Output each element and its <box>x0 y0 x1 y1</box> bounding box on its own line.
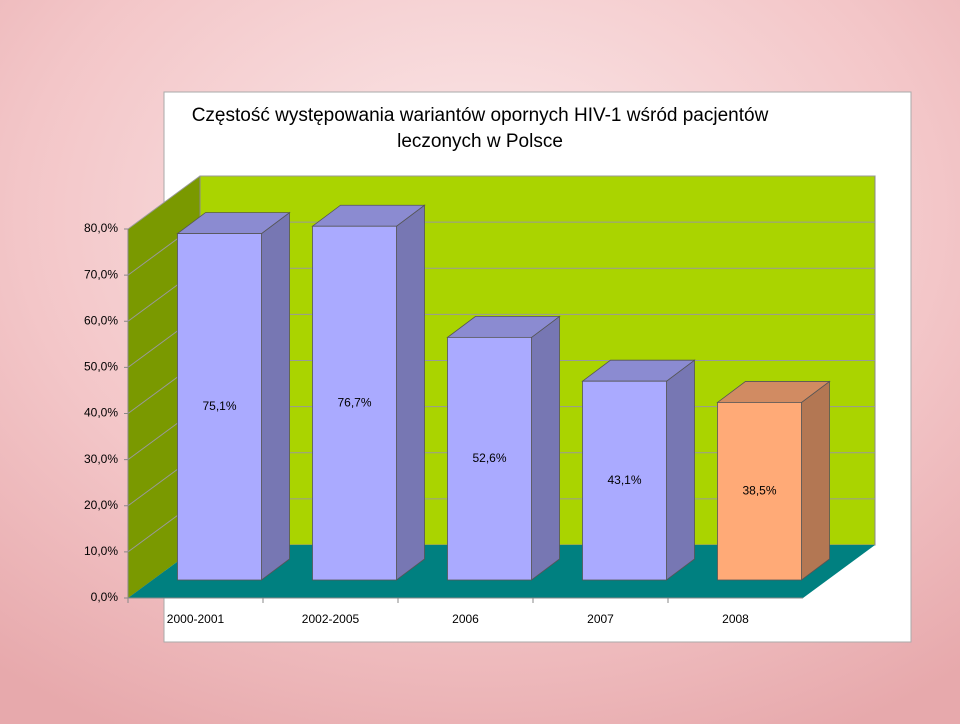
y-tick-label: 10,0% <box>84 544 118 558</box>
y-tick-label: 70,0% <box>84 267 118 281</box>
grid-line <box>127 175 875 230</box>
value-label: 52,6% <box>472 451 506 465</box>
bar <box>312 225 397 581</box>
x-tick-label: 2000-2001 <box>167 612 225 626</box>
x-tick-label: 2006 <box>452 612 479 626</box>
bar <box>717 402 802 581</box>
bar-side <box>261 211 290 581</box>
x-tick-label: 2007 <box>587 612 614 626</box>
y-tick-label: 50,0% <box>84 360 118 374</box>
y-tick-label: 30,0% <box>84 452 118 466</box>
bar-side <box>531 315 560 581</box>
y-tick-label: 40,0% <box>84 406 118 420</box>
value-label: 75,1% <box>202 399 236 413</box>
bar <box>582 380 667 581</box>
value-label: 76,7% <box>337 395 371 409</box>
x-tick-label: 2002-2005 <box>302 612 360 626</box>
y-tick-label: 60,0% <box>84 313 118 327</box>
bar-side <box>666 359 695 581</box>
bar <box>447 336 532 581</box>
y-tick-label: 80,0% <box>84 221 118 235</box>
chart-title: Częstość występowania wariantów opornych… <box>192 105 769 126</box>
bar-side <box>801 380 830 581</box>
value-label: 38,5% <box>742 483 776 497</box>
chart-title: leczonych w Polsce <box>397 131 563 152</box>
y-tick-label: 20,0% <box>84 498 118 512</box>
x-tick-label: 2008 <box>722 612 749 626</box>
bar-side <box>396 204 425 581</box>
y-tick-label: 0,0% <box>91 590 119 604</box>
bar <box>177 233 262 581</box>
value-label: 43,1% <box>607 473 641 487</box>
